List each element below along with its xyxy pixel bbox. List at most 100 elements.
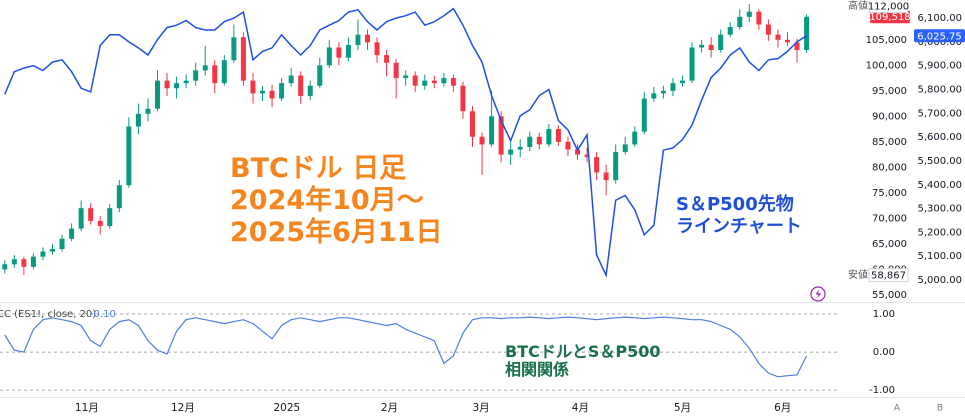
candle-body [584,154,590,158]
candles [2,4,810,276]
candle-body [164,80,170,89]
candle-body [116,185,122,209]
x-tick-label: 5月 [674,402,691,414]
indicator-title: CC (ES1!, close, 20) [0,309,96,320]
candle-body [565,141,571,150]
candle-body [632,131,638,145]
candle-body [727,27,733,35]
y2-tick-label: 5,700.00 [917,108,962,119]
candle-body [622,144,628,153]
candle-body [498,116,504,155]
candle-body [88,208,94,221]
price-badge-label: 6,025.75 [917,31,962,42]
price-badge-label: 109,518 [869,12,910,23]
y2-tick-label: 6,000.00 [917,37,962,48]
x-tick-label: 2月 [381,402,398,414]
y-tick-label: 70,000 [872,213,907,224]
annotation: S＆P500先物 [676,193,794,215]
candle-body [689,47,695,81]
candle-body [699,44,705,48]
candle-body [660,90,666,94]
y2-tick-label: 5,600.00 [917,132,962,143]
candle-body [527,136,533,147]
candle-body [479,136,485,145]
candle-body [651,93,657,99]
candle-body [174,83,180,89]
y-tick-label: 90,000 [872,111,907,122]
y2-tick-label: 5,100.00 [917,251,962,262]
y-tick-label: 80,000 [872,162,907,173]
candle-body [221,60,227,84]
price-badge [870,10,910,24]
candle-body [384,55,390,63]
x-tick-label: 4月 [572,402,589,414]
candle-body [804,16,810,51]
candle-body [78,208,84,229]
candle-body [794,42,800,50]
y-tick-label: 105,000 [866,35,907,46]
candle-body [746,11,752,17]
candle-body [536,136,542,145]
line-series [4,7,808,278]
candle-body [670,83,676,91]
y2-tick-label: 5,800.00 [917,85,962,96]
axis-button[interactable]: A [894,404,901,414]
candle-body [613,152,619,181]
candle-body [765,24,771,35]
candle-body [21,259,27,267]
candle-body [508,149,514,155]
candle-body [737,16,743,28]
candle-body [489,116,495,145]
candle-body [59,238,65,249]
x-tick-label: 12月 [171,402,195,414]
candle-body [374,42,380,56]
lightning-icon[interactable] [810,286,826,302]
candle-body [412,75,418,86]
y-tick-label: 1.00 [873,309,895,320]
y2-tick-label: 5,500.00 [917,156,962,167]
y-tick-label: 55,000 [872,290,907,301]
candle-body [708,44,714,50]
annotation: 相関関係 [505,360,569,379]
candle-body [718,34,724,50]
y2-tick-label: 5,400.00 [917,180,962,191]
x-tick-label: 6月 [774,402,791,414]
candle-body [231,37,237,61]
candle-body [775,34,781,40]
candle-body [603,172,609,181]
annotation: BTCドルとS＆P500 [505,342,661,361]
x-tick-label: 3月 [472,402,489,414]
candle-body [403,75,409,79]
y-tick-label: 75,000 [872,188,907,199]
candle-body [345,44,351,58]
price-badge [914,29,965,43]
y2-tick-label: 6,100.00 [917,13,962,24]
candle-body [441,78,447,84]
candle-body [135,113,141,127]
extreme-name: 安値 [848,268,868,281]
candle-body [641,98,647,132]
x-tick-label: 2025 [273,402,300,414]
candle-body [40,251,46,257]
candle-body [202,65,208,71]
annotation: 2024年10月～ [230,184,424,216]
y-tick-label: 100,000 [866,60,907,71]
y2-tick-label: 5,900.00 [917,61,962,72]
candle-body [183,80,189,84]
candle-body [107,208,113,227]
candle-body [269,90,275,99]
candle-body [756,11,762,25]
candle-body [365,34,370,43]
extreme-box [868,0,909,13]
candle-body [355,34,361,45]
candle-body [422,80,428,86]
axis-button[interactable]: B [937,404,943,414]
candle-body [155,80,160,109]
candle-body [126,126,132,186]
candle-body [212,65,218,84]
candle-body [317,65,323,86]
candle-body [785,39,790,43]
y-tick-label: 85,000 [872,137,907,148]
candle-body [240,37,246,81]
